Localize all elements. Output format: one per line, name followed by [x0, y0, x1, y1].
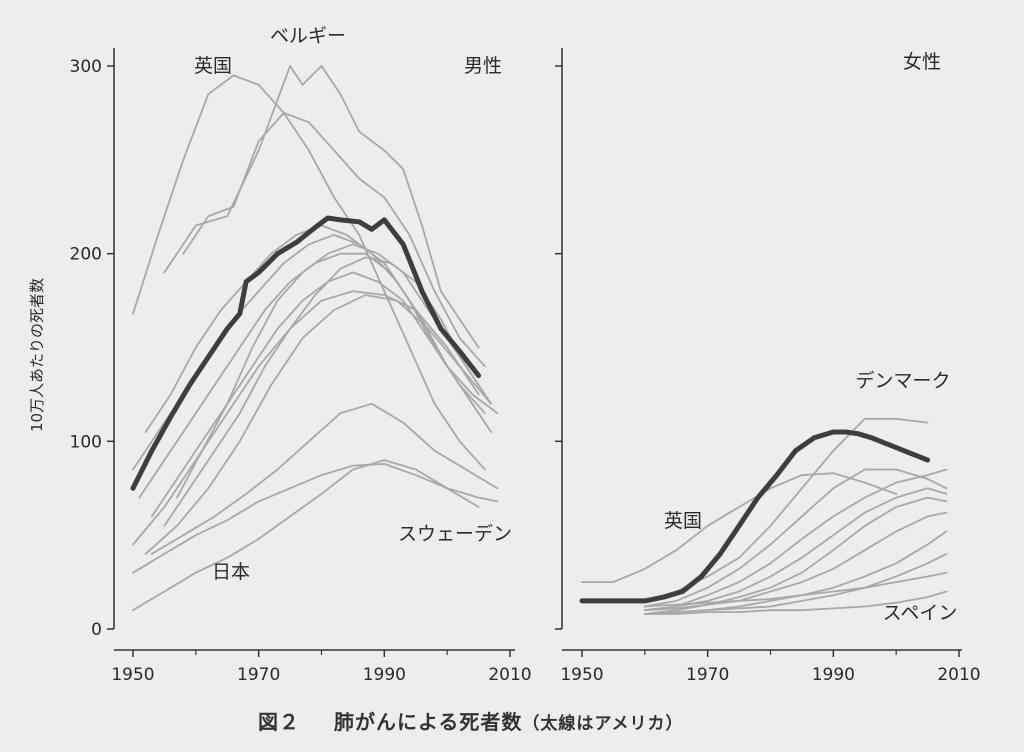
series-line-female-11 [643, 590, 948, 615]
x-tick-label-male-1990: 1990 [363, 665, 406, 685]
y-tick-label-male-300: 300 [70, 57, 102, 77]
annotation-japan: 日本 [212, 561, 250, 583]
series-group-male [130, 65, 499, 612]
series-line-usa-male-0 [130, 215, 482, 491]
series-line-female-1 [581, 472, 898, 583]
series-line-male-12 [132, 463, 499, 574]
series-line-usa-female-0 [579, 429, 931, 604]
series-group-female [579, 417, 948, 615]
annotation-male-title: 男性 [464, 55, 502, 77]
series-line-male-7 [150, 271, 480, 518]
y-tick-label-male-0: 0 [91, 620, 102, 640]
x-tick-label-female-2010: 2010 [937, 665, 980, 685]
ticks-group-male: 1950 1970 1990 2010 0 100 200 300 [70, 57, 532, 685]
series-line-female-7 [643, 511, 948, 612]
y-tick-label-male-100: 100 [70, 432, 102, 452]
panel-male: 1950 1970 1990 2010 0 100 200 300 英国 ベルギー 男性 スウ… [70, 25, 532, 685]
series-line-female-9 [643, 553, 948, 615]
ticks-group-female: 1950 1970 1990 2010 [555, 65, 981, 685]
y-axis-label: 10万人あたりの死者数 [28, 278, 46, 432]
series-line-male-3 [182, 112, 486, 368]
series-line-male-8 [163, 256, 492, 527]
annotation-uk-female: 英国 [664, 510, 702, 532]
y-tick-label-male-200: 200 [70, 245, 102, 265]
annotation-spain: スペイン [883, 602, 958, 624]
annotation-uk-male: 英国 [194, 55, 232, 77]
annotation-sweden: スウェーデン [398, 523, 512, 545]
caption-note: （太線はアメリカ） [522, 714, 684, 734]
series-line-male-14 [132, 459, 480, 612]
annotation-female-title: 女性 [903, 51, 941, 73]
x-tick-label-female-1970: 1970 [686, 665, 729, 685]
series-line-male-10 [132, 290, 480, 546]
caption-figure-number: 図２ [258, 710, 300, 734]
series-line-female-10 [643, 571, 948, 608]
series-line-male-4 [144, 224, 499, 433]
x-tick-label-female-1990: 1990 [812, 665, 855, 685]
x-tick-label-female-1950: 1950 [560, 665, 603, 685]
series-line-male-13 [150, 402, 499, 555]
series-line-female-5 [643, 487, 948, 612]
x-tick-label-male-1950: 1950 [111, 665, 154, 685]
series-line-male-5 [132, 234, 486, 471]
caption-title: 肺がんによる死者数 [334, 710, 523, 734]
panel-female: 1950 1970 1990 2010 女性 デンマーク 英国 スペイン [555, 48, 981, 685]
x-tick-label-male-1970: 1970 [237, 665, 280, 685]
x-tick-label-male-2010: 2010 [488, 665, 531, 685]
series-line-female-4 [643, 468, 948, 612]
annotation-belgium: ベルギー [270, 25, 346, 47]
series-line-male-9 [176, 243, 480, 499]
series-line-male-11 [144, 294, 492, 555]
series-line-female-3 [643, 468, 948, 608]
annotation-denmark: デンマーク [855, 370, 950, 392]
figure-caption: 図２ 肺がんによる死者数（太線はアメリカ） [258, 706, 684, 735]
series-line-male-1 [132, 74, 486, 471]
